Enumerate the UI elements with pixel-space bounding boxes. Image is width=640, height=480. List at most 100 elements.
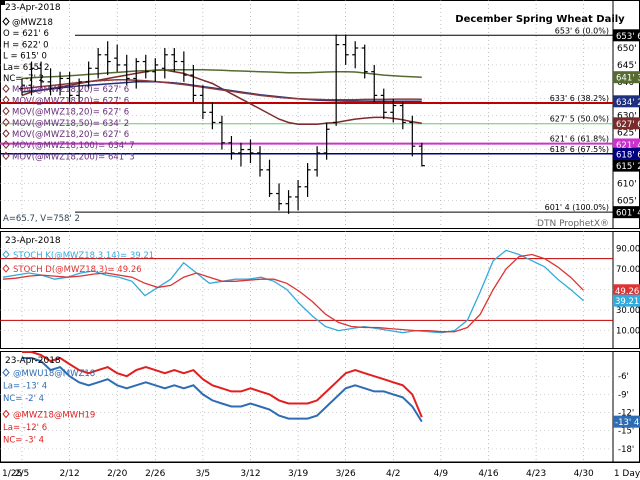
spread-line	[22, 357, 423, 423]
ohlc-bar	[142, 54, 149, 79]
price-tick-label: 605'	[617, 196, 637, 206]
price-tick-label: 630'	[617, 112, 637, 122]
x-tick-label: 2/20	[107, 469, 127, 479]
fib-level-label: 633' 6 (38.2%)	[550, 94, 609, 103]
price-tick-label: 625'	[617, 129, 637, 139]
ohlc-bar	[228, 136, 235, 160]
diamond-icon	[2, 368, 10, 377]
ohlc-bar	[218, 115, 225, 150]
legend-entry: O = 621' 6	[3, 29, 49, 39]
price-value-box-label: 627' 6	[616, 120, 640, 130]
x-tick-label: 4/23	[526, 469, 546, 479]
diamond-icon	[2, 409, 10, 419]
x-tick-label: 4/9	[434, 469, 449, 479]
stoch-value-box-label: 39.21	[615, 297, 639, 307]
fib-level-label: 618' 6 (67.5%)	[550, 145, 609, 154]
price-tick-label: 645'	[617, 61, 637, 71]
period-label: 1 Day	[614, 469, 640, 479]
price-value-box	[613, 147, 640, 160]
fib-level-label: 601' 4 (100.0%)	[545, 203, 609, 212]
legend-entry: NC= -3' 4	[3, 436, 44, 446]
price-value-box-label: 634' 2	[616, 98, 640, 108]
diamond-icon	[2, 129, 10, 138]
ohlc-bar	[380, 88, 387, 120]
spread-tick-label: -12'	[618, 409, 634, 419]
ohlc-bar	[161, 48, 168, 79]
ohlc-bar	[85, 61, 92, 89]
chart-date: 23-Apr-2018	[5, 3, 61, 13]
stoch-tick-label: 30.00	[616, 306, 640, 316]
diamond-icon	[2, 95, 10, 105]
price-value-box	[613, 29, 640, 42]
stoch-tick-label: 90.00	[616, 244, 640, 254]
ohlc-bar	[295, 180, 302, 211]
ohlc-bar	[237, 142, 244, 167]
ohlc-bar	[247, 139, 254, 164]
ohlc-bar	[266, 159, 273, 197]
x-tick-label: 1/25	[2, 469, 22, 479]
ohlc-bar	[333, 34, 340, 126]
price-value-box	[613, 95, 640, 108]
ohlc-bar	[171, 48, 178, 72]
x-tick-label: 4/2	[386, 469, 400, 479]
ohlc-bar	[19, 78, 25, 96]
ohlc-bar	[418, 142, 425, 167]
diamond-icon	[2, 264, 10, 273]
legend-entry: La= -12' 6	[3, 423, 47, 433]
price-tick-label: 610'	[617, 179, 637, 189]
ohlc-bar	[57, 71, 64, 96]
stoch-value-box	[613, 284, 640, 297]
legend-entry: STOCH K(@MWZ18,3,14)= 39.21	[13, 251, 154, 261]
ohlc-bar	[180, 51, 187, 82]
ohlc-bar	[276, 183, 283, 211]
ohlc-bar	[352, 41, 359, 69]
legend-entry: L = 615' 0	[3, 52, 47, 62]
volume-footer: A=65.7, V=758' 2	[3, 214, 80, 224]
spread-value-box	[613, 415, 640, 428]
spread-tick-label: -15'	[618, 427, 634, 437]
legend-entry: STOCH D(@MWZ18,3)= 49.26	[13, 265, 142, 275]
ohlc-bar	[95, 48, 102, 79]
legend-entry: @MWU18@MWZ18	[13, 369, 95, 379]
corner-marker	[1, 1, 5, 5]
legend-entry: NC= -2' 4	[3, 394, 44, 404]
ohlc-bar	[304, 163, 311, 197]
x-tick-label: 3/26	[336, 469, 356, 479]
ohlc-bar	[190, 64, 197, 103]
chart-date: 23-Apr-2018	[5, 236, 61, 246]
stoch-value-box-label: 49.26	[615, 287, 639, 297]
ohlc-bar	[38, 61, 45, 89]
legend-entry: MOV(@MWZ18,20)= 627' 6	[12, 108, 129, 118]
x-tick-label: 3/5	[196, 469, 210, 479]
price-tick-label: 650'	[617, 44, 637, 54]
legend-entry: MOV(@MWZ18,100)= 634' 7	[12, 141, 135, 151]
diamond-icon	[2, 140, 10, 149]
ohlc-bar	[47, 68, 54, 96]
ohlc-bar	[399, 102, 406, 130]
stoch-tick-label: 70.00	[616, 265, 640, 275]
panel-frame-2	[0, 231, 640, 349]
x-tick-label: 4/30	[574, 469, 594, 479]
diamond-icon	[2, 118, 10, 127]
ohlc-bar	[114, 44, 121, 72]
spread-tick-label: -18'	[618, 445, 634, 455]
x-tick-label: 4/16	[478, 469, 498, 479]
ohlc-bar	[104, 41, 111, 76]
x-tick-label: 2/5	[15, 469, 29, 479]
x-tick-label: 2/26	[145, 469, 165, 479]
ohlc-bar	[257, 146, 263, 177]
ohlc-bar	[209, 102, 216, 130]
ohlc-bar	[314, 146, 321, 177]
legend-entry: MOV(@MWZ18,20)= 627' 6	[12, 96, 129, 106]
x-tick-label: 2/12	[59, 469, 79, 479]
ohlc-bar	[371, 64, 378, 103]
fib-level-label: 621' 6 (61.8%)	[550, 135, 609, 144]
price-value-box-label: 621' 4	[616, 141, 640, 151]
legend-entry: MOV(@MWZ18,50)= 634' 2	[12, 119, 129, 129]
ohlc-bar	[123, 54, 130, 86]
legend-entry: @MWZ18	[12, 18, 53, 28]
legend-entry: MOV(@MWZ18,200)= 641' 3	[12, 152, 135, 162]
stoch-tick-label: 10.00	[616, 327, 640, 337]
chart-title: December Spring Wheat Daily	[455, 14, 625, 25]
